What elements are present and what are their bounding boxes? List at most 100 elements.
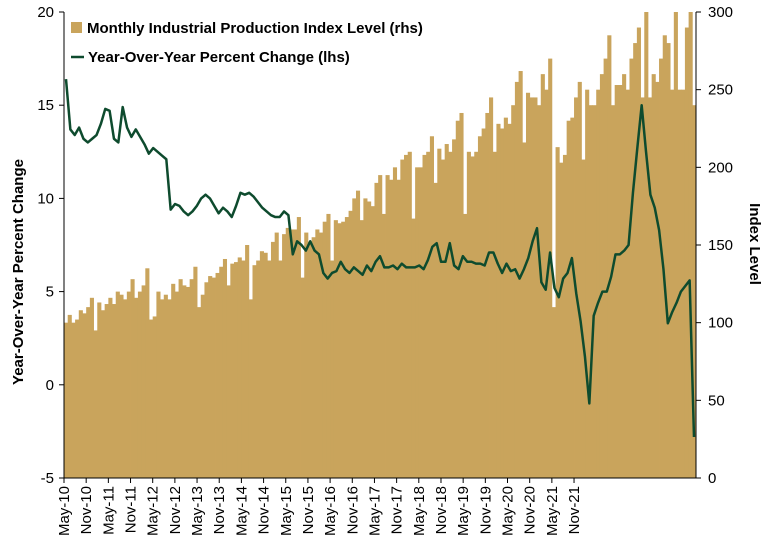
bar xyxy=(588,105,593,478)
bar xyxy=(123,299,128,478)
bar xyxy=(300,277,305,478)
bar xyxy=(278,260,283,478)
x-tick-label: May-19 xyxy=(455,486,472,536)
bar xyxy=(333,220,338,478)
bar xyxy=(160,299,165,478)
bar xyxy=(407,151,412,479)
bar xyxy=(293,229,298,478)
bar xyxy=(618,85,623,478)
y-left-tick-label: 15 xyxy=(37,97,54,114)
bar xyxy=(145,268,150,478)
bar xyxy=(525,92,531,479)
bar xyxy=(326,213,331,478)
bar xyxy=(171,283,176,478)
bar xyxy=(256,260,261,478)
x-tick-label: May-17 xyxy=(366,486,383,536)
bar xyxy=(248,299,253,478)
bar xyxy=(651,74,656,478)
bar xyxy=(647,97,653,479)
bar xyxy=(374,182,379,478)
bar xyxy=(119,294,124,478)
legend-swatch-bar xyxy=(71,22,82,33)
bar xyxy=(86,307,91,478)
bar xyxy=(93,330,98,478)
bar xyxy=(684,27,690,479)
bar xyxy=(197,307,202,478)
bar xyxy=(429,136,434,478)
bar xyxy=(352,198,357,478)
bar xyxy=(285,227,290,478)
bar xyxy=(448,151,453,479)
bar xyxy=(688,12,693,478)
bar xyxy=(67,314,72,478)
bar-series xyxy=(64,12,697,479)
bar xyxy=(559,162,564,479)
bar xyxy=(644,12,649,478)
bar xyxy=(319,232,324,478)
bar xyxy=(666,43,671,478)
bar xyxy=(245,245,250,478)
bar xyxy=(64,322,69,478)
bar xyxy=(82,313,87,478)
bar xyxy=(75,319,80,478)
yoy-line-series xyxy=(64,78,696,438)
bar xyxy=(662,35,667,479)
y-right-tick-label: 200 xyxy=(708,159,733,176)
x-tick-label: May-14 xyxy=(233,486,250,536)
bar xyxy=(659,58,664,478)
bar xyxy=(555,147,560,478)
bar xyxy=(100,310,106,478)
bar xyxy=(178,279,183,478)
x-tick-label: Nov-16 xyxy=(344,486,361,534)
x-tick-label: May-12 xyxy=(145,486,162,536)
bar xyxy=(237,257,242,478)
bar xyxy=(444,144,449,478)
bar xyxy=(463,213,468,478)
bar xyxy=(104,304,109,478)
bar xyxy=(577,81,582,479)
bar xyxy=(485,112,490,478)
bar xyxy=(551,307,556,478)
bar xyxy=(396,179,401,478)
bar xyxy=(422,154,427,478)
legend-label-bar: Monthly Industrial Production Index Leve… xyxy=(87,20,423,37)
x-tick-label: May-11 xyxy=(100,486,117,535)
x-tick-label: May-10 xyxy=(56,486,73,536)
bar xyxy=(108,297,113,478)
y-left-tick-label: 20 xyxy=(37,4,54,21)
y-right-tick-label: 250 xyxy=(708,82,733,99)
x-tick-label: Nov-15 xyxy=(300,486,317,534)
bar xyxy=(529,97,534,479)
bar xyxy=(459,112,464,478)
bar xyxy=(222,258,228,478)
bar xyxy=(363,198,368,478)
bar xyxy=(348,210,353,478)
legend: Monthly Industrial Production Index Leve… xyxy=(71,20,423,66)
bar xyxy=(381,213,386,478)
x-tick-label: Nov-18 xyxy=(433,486,450,534)
bar xyxy=(466,151,471,479)
bar xyxy=(219,266,224,478)
bar xyxy=(433,182,438,478)
bar xyxy=(252,265,257,478)
bar xyxy=(489,97,494,479)
bar xyxy=(130,279,135,478)
bar xyxy=(274,232,279,478)
bar xyxy=(440,159,446,478)
bar xyxy=(655,81,660,479)
bar xyxy=(226,285,231,478)
bar xyxy=(359,220,364,478)
bar xyxy=(211,277,216,478)
bar xyxy=(185,286,191,478)
bar xyxy=(585,89,590,479)
bar xyxy=(677,89,682,479)
bar xyxy=(477,136,483,478)
bar xyxy=(540,74,545,478)
x-tick-label: May-15 xyxy=(278,486,295,536)
bar xyxy=(603,58,608,478)
x-tick-label: May-16 xyxy=(322,486,339,536)
bar xyxy=(270,241,276,478)
x-tick-label: Nov-11 xyxy=(123,486,140,533)
bar xyxy=(522,142,527,479)
